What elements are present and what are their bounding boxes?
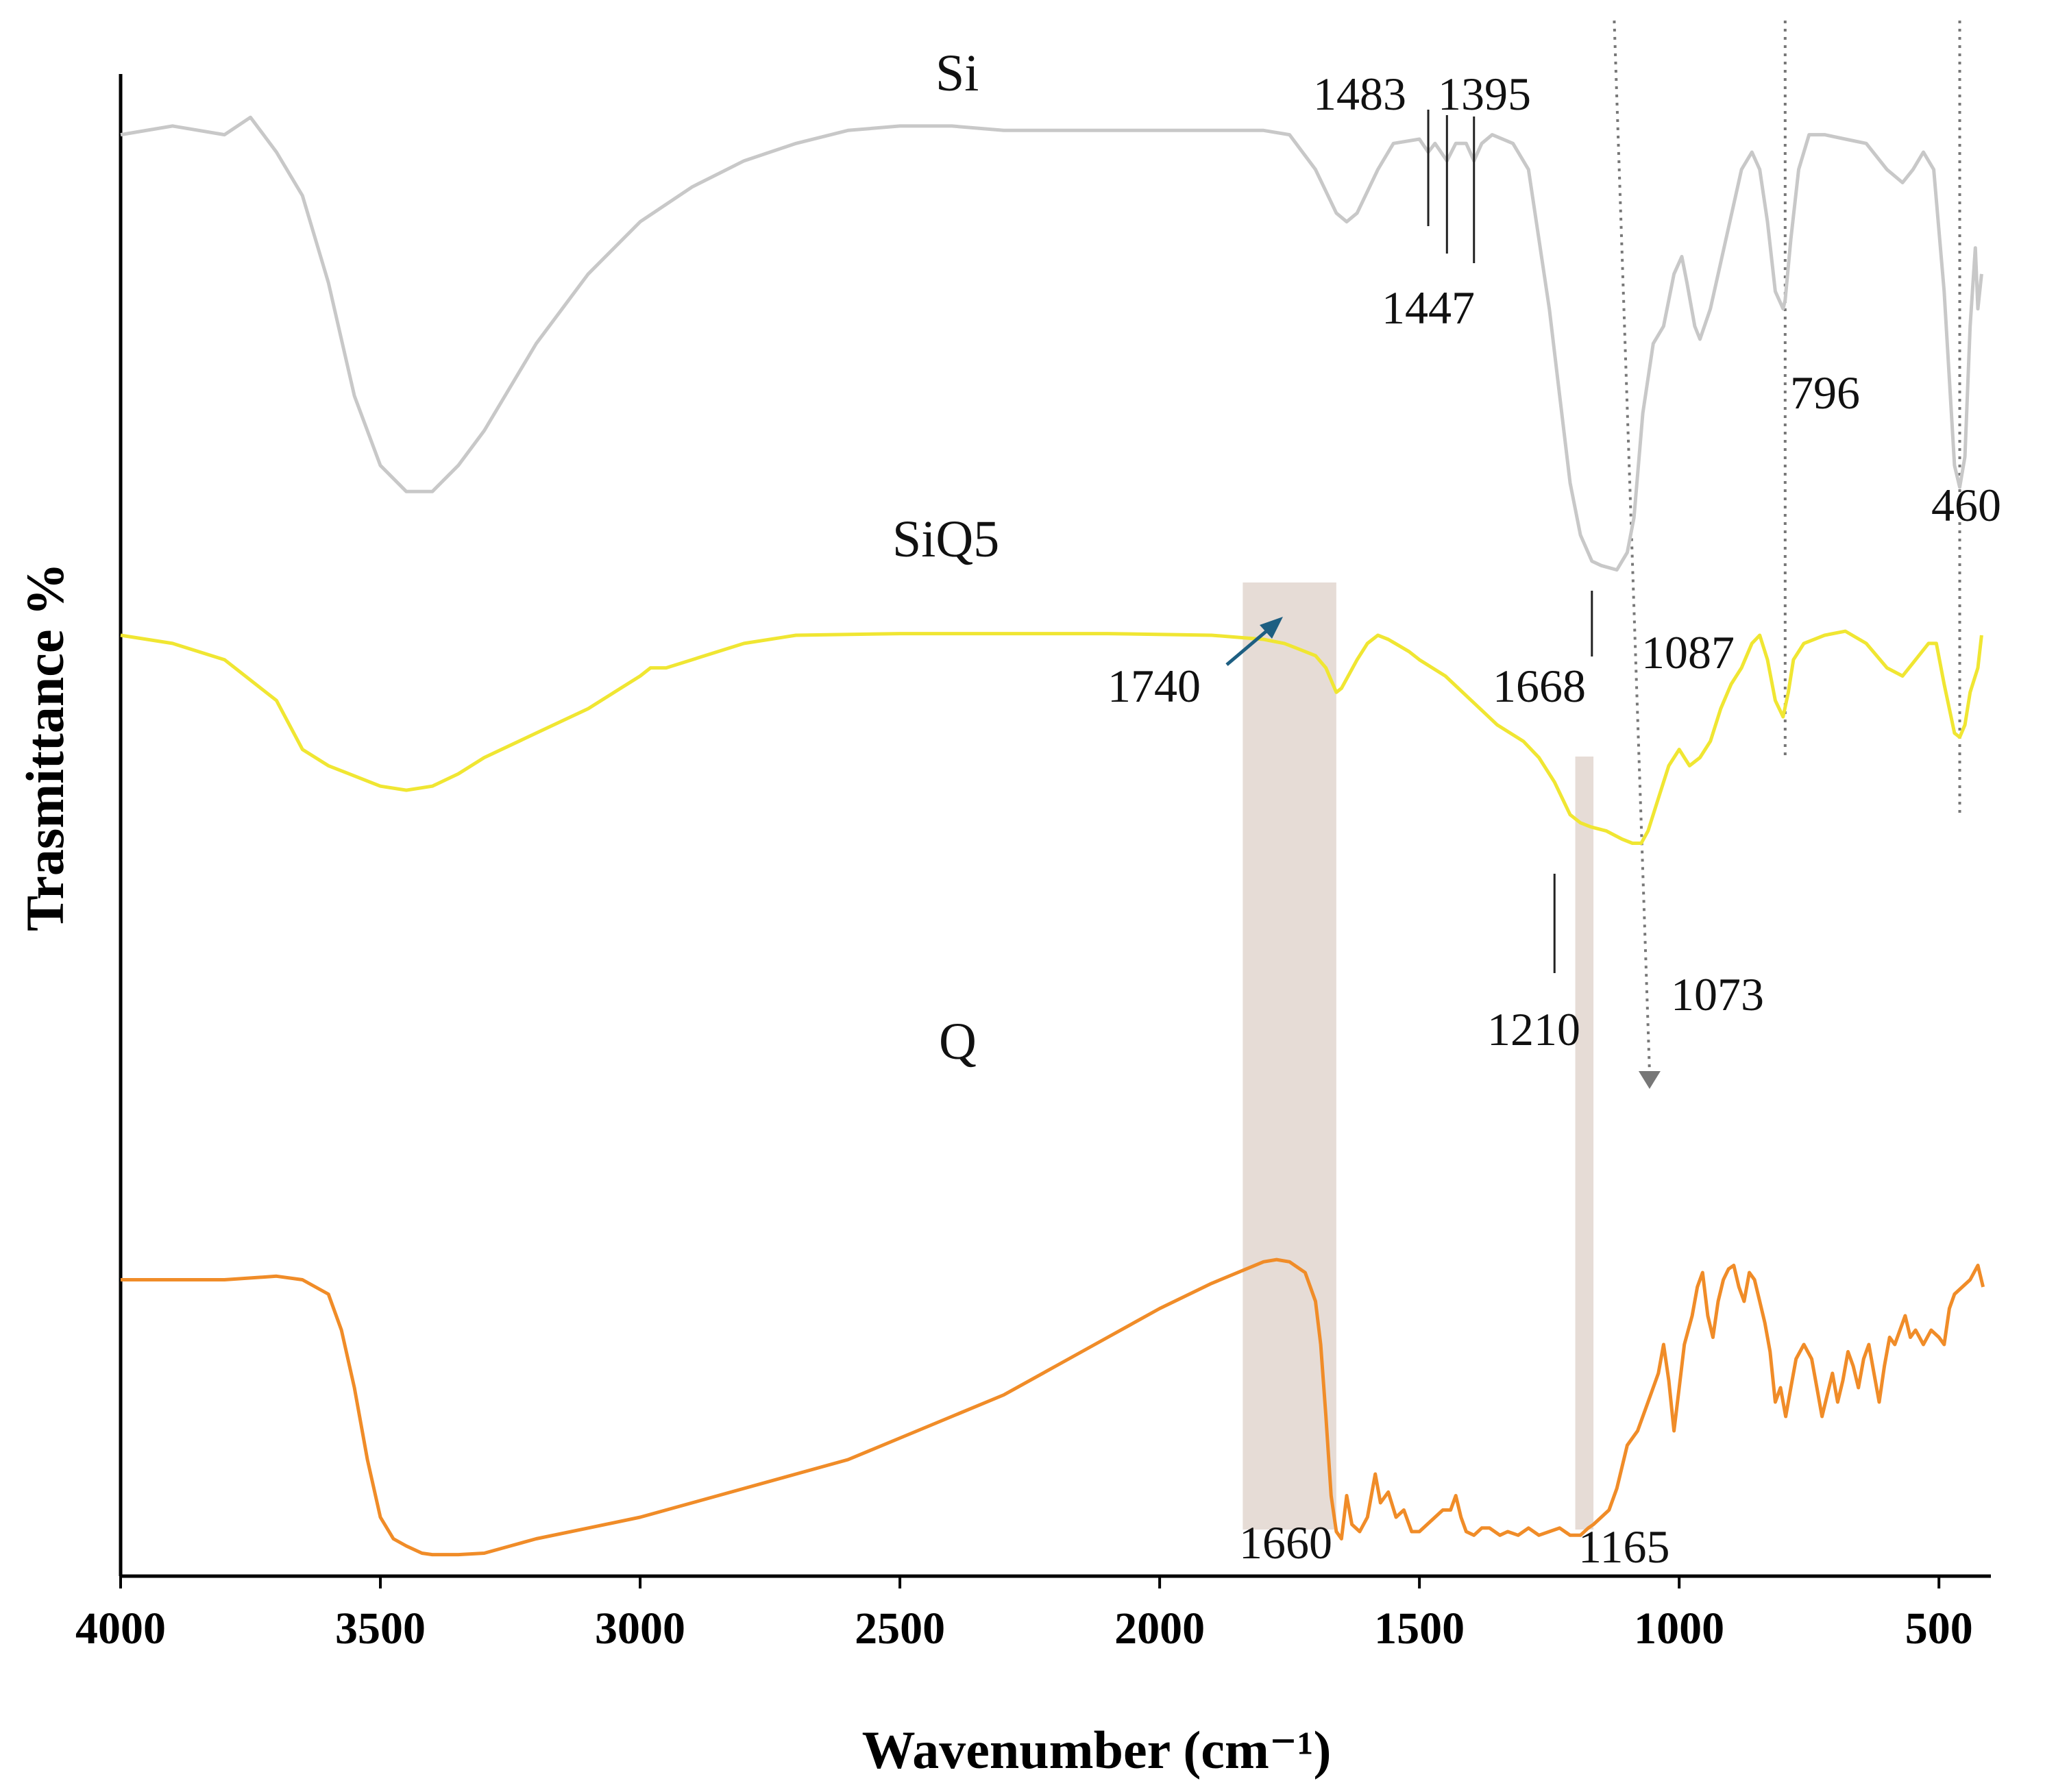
x-tick-label-1500: 1500	[1374, 1604, 1465, 1654]
peak-label-1073: 1073	[1671, 968, 1764, 1020]
peak-label-460: 460	[1931, 479, 2001, 531]
series-line-si	[120, 115, 1983, 572]
series-label-q: Q	[939, 1013, 977, 1070]
x-tick-label-2000: 2000	[1114, 1604, 1205, 1654]
x-tick-label-1000: 1000	[1634, 1604, 1724, 1654]
x-tick-label-4000: 4000	[75, 1604, 166, 1654]
x-tick-label-3000: 3000	[595, 1604, 685, 1654]
series-label-siq5: SiQ5	[892, 511, 999, 568]
peak-label-1740: 1740	[1107, 660, 1201, 712]
series-line-q	[121, 1257, 1985, 1557]
x-tick-label-500: 500	[1905, 1604, 1973, 1654]
reference-line-0	[1613, 20, 1651, 1073]
x-tick-label-3500: 3500	[335, 1604, 426, 1654]
y-axis-title: Trasmittance %	[15, 563, 75, 931]
peak-label-1447: 1447	[1382, 282, 1475, 334]
reference-arrowhead-0	[1638, 1071, 1661, 1089]
peak-label-1660: 1660	[1239, 1517, 1332, 1569]
x-tick-label-2500: 2500	[855, 1604, 945, 1654]
peak-label-1210: 1210	[1487, 1003, 1580, 1055]
x-axis-ticks: 4000 3500 3000 2500 2000 1500 1000 500	[75, 1576, 1973, 1654]
shaded-region-1	[1575, 757, 1594, 1530]
peak-label-1483: 1483	[1313, 68, 1406, 120]
peak-label-796: 796	[1790, 367, 1860, 419]
peak-label-1395: 1395	[1438, 68, 1531, 120]
peak-label-1668: 1668	[1493, 660, 1586, 712]
series-label-si: Si	[935, 45, 979, 102]
peak-label-1165: 1165	[1578, 1521, 1669, 1573]
x-axis-title: Wavenumber (cm⁻¹)	[862, 1720, 1332, 1780]
annotation-arrow-1740	[1225, 617, 1283, 666]
spectra	[120, 115, 1985, 1557]
shaded-regions	[1243, 582, 1594, 1530]
peak-markers	[1427, 110, 1593, 973]
annotations: Si SiQ5 Q 1483 1395 1447 796 460 1740 16…	[892, 45, 2001, 1573]
shaded-region-0	[1243, 582, 1336, 1530]
peak-label-1087: 1087	[1641, 626, 1735, 678]
reference-lines	[1613, 20, 1961, 1089]
series-line-siq5	[120, 629, 1983, 845]
